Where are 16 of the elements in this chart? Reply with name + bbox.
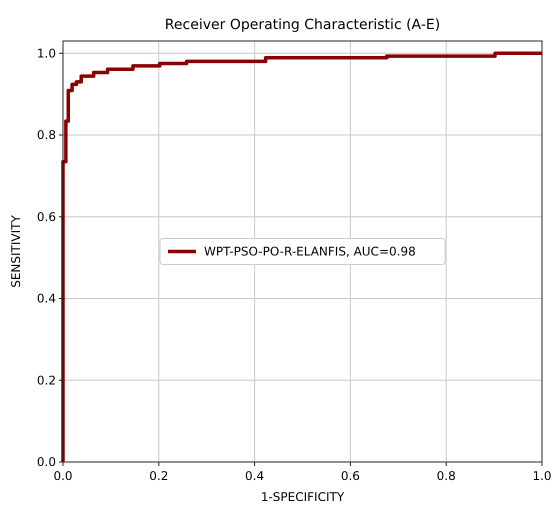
x-tick-label: 0.8 bbox=[436, 469, 456, 483]
y-tick-label: 0.0 bbox=[36, 455, 56, 469]
legend-label: WPT-PSO-PO-R-ELANFIS, AUC=0.98 bbox=[204, 244, 416, 258]
y-tick-label: 0.8 bbox=[36, 128, 56, 142]
x-tick-label: 0.6 bbox=[340, 469, 360, 483]
y-tick-label: 1.0 bbox=[36, 46, 56, 60]
chart-title: Receiver Operating Characteristic (A-E) bbox=[164, 17, 440, 33]
y-tick-label: 0.2 bbox=[36, 373, 56, 388]
x-tick-label: 0.2 bbox=[149, 469, 168, 483]
x-tick-label: 0.0 bbox=[53, 469, 73, 483]
x-tick-label: 1.0 bbox=[532, 469, 552, 483]
x-tick-label: 0.4 bbox=[245, 469, 264, 483]
x-axis-title: 1-SPECIFICITY bbox=[260, 490, 345, 504]
y-axis-title: SENSITIVITY bbox=[9, 214, 23, 288]
y-tick-label: 0.4 bbox=[36, 292, 56, 306]
y-tick-label: 0.6 bbox=[36, 210, 56, 224]
